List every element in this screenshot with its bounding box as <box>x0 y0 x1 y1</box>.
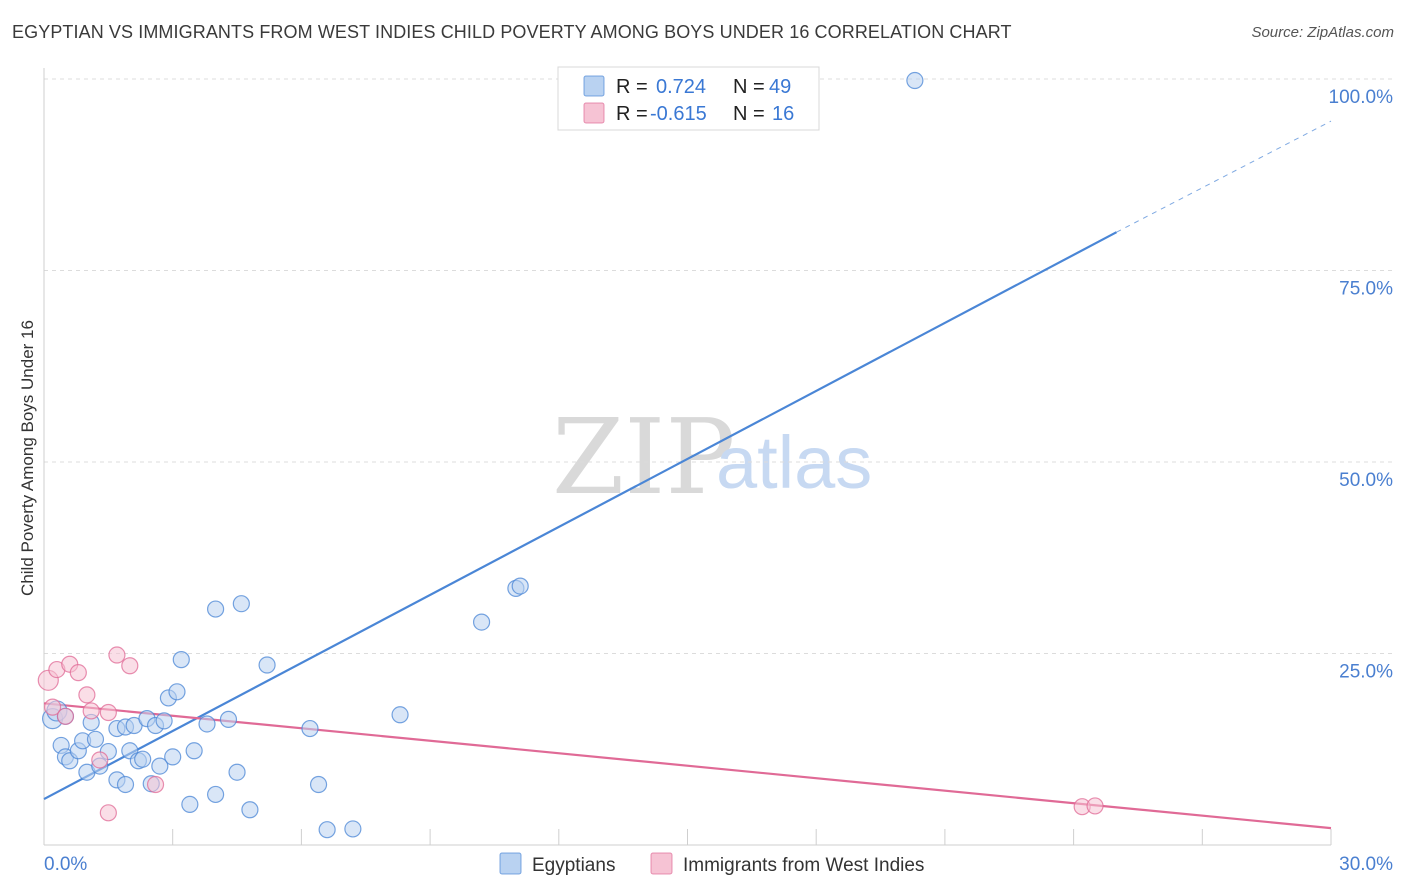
point-egyptians <box>391 706 409 724</box>
y-tick-label: 75.0% <box>1339 279 1393 300</box>
point-egyptians <box>344 820 362 838</box>
legend-swatch-egyptians <box>583 75 605 97</box>
point-egyptians <box>134 750 152 768</box>
trend-lines <box>43 120 1332 830</box>
point-egyptians <box>318 821 336 839</box>
point-west-indies <box>91 751 109 769</box>
watermark-atlas: atlas <box>716 421 872 504</box>
point-egyptians <box>164 748 182 766</box>
point-west-indies <box>82 702 100 720</box>
source-credit: Source: ZipAtlas.com <box>1251 24 1394 41</box>
legend-r-value-1: 0.724 <box>656 76 706 98</box>
trend-line-extension <box>1116 120 1332 233</box>
y-tick-label: 100.0% <box>1329 87 1394 108</box>
point-west-indies <box>99 804 117 822</box>
point-egyptians <box>86 730 105 748</box>
point-egyptians <box>309 775 328 794</box>
point-egyptians <box>219 710 238 728</box>
point-egyptians <box>241 801 259 819</box>
axes: 25.0% 50.0% 75.0% 100.0% <box>43 68 1394 846</box>
point-egyptians <box>181 795 199 814</box>
series-legend: Egyptians Immigrants from West Indies <box>499 852 924 876</box>
watermark-zip: ZIP <box>552 396 735 518</box>
point-egyptians <box>151 757 169 775</box>
point-west-indies <box>121 657 139 675</box>
point-egyptians <box>228 763 246 781</box>
trend-line-egyptians <box>43 231 1118 801</box>
legend-r-label-2: R = <box>616 103 648 125</box>
x-tick-label-min: 0.0% <box>44 854 87 875</box>
legend-n-label-2: N = <box>733 103 765 125</box>
legend-swatch-west-indies <box>583 102 605 124</box>
trend-line-west-indies <box>43 702 1332 830</box>
point-west-indies <box>78 686 96 704</box>
point-egyptians <box>232 595 250 613</box>
y-tick-label: 50.0% <box>1339 470 1393 491</box>
point-west-indies <box>43 698 62 716</box>
point-west-indies <box>108 646 126 664</box>
y-tick-label: 25.0% <box>1339 662 1393 683</box>
x-tick-label-max: 30.0% <box>1339 854 1393 875</box>
legend-n-value-1: 49 <box>769 76 791 98</box>
legend-n-label-1: N = <box>733 76 765 98</box>
point-egyptians <box>198 715 216 733</box>
point-egyptians <box>207 785 225 804</box>
bottom-legend-swatch-west-indies <box>650 852 673 875</box>
point-egyptians <box>511 577 529 595</box>
point-egyptians <box>168 683 186 701</box>
legend-n-value-2: 16 <box>772 103 794 125</box>
point-west-indies <box>56 707 75 725</box>
point-egyptians <box>185 742 203 760</box>
point-egyptians <box>155 712 173 730</box>
bottom-legend-egyptians: Egyptians <box>532 855 615 876</box>
point-egyptians <box>207 600 225 618</box>
legend-r-value-2: -0.615 <box>650 103 707 125</box>
gridlines <box>44 78 1392 654</box>
point-egyptians <box>258 656 276 674</box>
point-egyptians <box>116 775 135 794</box>
point-west-indies <box>146 775 165 794</box>
chart-title: EGYPTIAN VS IMMIGRANTS FROM WEST INDIES … <box>12 22 1012 42</box>
bottom-legend-west-indies: Immigrants from West Indies <box>683 855 924 876</box>
point-egyptians <box>472 613 491 631</box>
point-egyptians <box>906 71 924 90</box>
point-egyptians <box>172 651 190 669</box>
bottom-legend-swatch-egyptians <box>499 852 522 875</box>
y-axis-label: Child Poverty Among Boys Under 16 <box>18 320 37 596</box>
data-points <box>37 71 1104 839</box>
stats-legend: R = 0.724 N = 49 R = -0.615 N = 16 <box>557 66 820 131</box>
legend-r-label-1: R = <box>616 76 648 98</box>
point-west-indies <box>69 664 87 682</box>
point-west-indies <box>99 703 117 722</box>
point-egyptians <box>301 719 319 738</box>
point-west-indies <box>1086 797 1104 815</box>
